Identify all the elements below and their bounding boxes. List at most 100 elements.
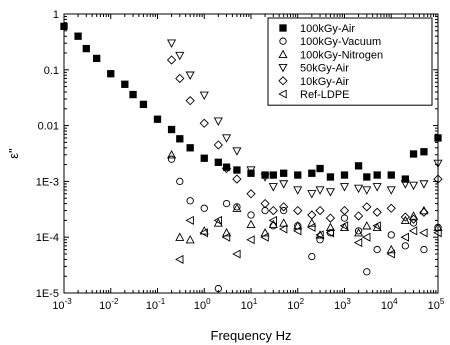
data-point-series-5: [419, 207, 429, 217]
data-point-series-6: [325, 228, 335, 238]
x-tick-label: 101: [241, 297, 258, 312]
data-point-series-6: [315, 230, 324, 240]
data-point-series-5: [307, 210, 317, 220]
data-point-series-2: [354, 227, 363, 235]
data-point-series-1: [294, 171, 302, 179]
data-point-series-6: [353, 238, 363, 248]
data-point-series-2: [340, 214, 349, 222]
legend-marker-6: [278, 89, 287, 99]
y-tick-label: 0.01: [38, 121, 59, 133]
data-point-series-3: [315, 230, 325, 239]
data-point-series-5: [362, 202, 372, 212]
data-point-series-4: [279, 180, 289, 189]
legend-marker-3: [278, 49, 288, 59]
data-point-series-2: [176, 177, 184, 186]
x-tick-label: 102: [287, 297, 304, 312]
data-point-series-2: [167, 155, 176, 163]
data-point-series-5: [221, 163, 232, 174]
data-point-series-4: [232, 147, 242, 156]
data-point-series-3: [279, 218, 289, 227]
y-tick-label: 1E-5: [36, 288, 59, 300]
data-point-series-1: [167, 125, 176, 134]
data-point-series-2: [401, 242, 409, 250]
data-point-series-1: [233, 166, 241, 174]
data-point-series-3: [185, 235, 195, 244]
data-point-series-6: [268, 215, 277, 225]
data-point-series-3: [386, 244, 396, 254]
x-tick-label: 105: [428, 297, 445, 312]
data-point-series-5: [408, 214, 419, 224]
data-point-series-4: [386, 186, 396, 195]
data-point-series-5: [400, 212, 410, 222]
data-point-series-4: [213, 117, 223, 126]
legend-label: 10kGy-Air: [300, 76, 349, 88]
data-point-series-4: [339, 183, 350, 192]
data-point-series-2: [409, 219, 418, 227]
legend-marker-4: [278, 63, 288, 73]
data-point-series-1: [129, 90, 137, 99]
data-point-series-4: [293, 186, 303, 195]
data-point-series-2: [373, 245, 381, 254]
data-point-series-2: [316, 236, 324, 244]
data-point-series-5: [246, 189, 256, 199]
data-point-series-6: [221, 232, 231, 242]
data-point-series-4: [419, 180, 429, 189]
data-point-series-2: [363, 268, 371, 276]
data-point-series-4: [325, 188, 335, 197]
x-tick-label: 103: [334, 297, 351, 312]
data-point-series-6: [293, 226, 302, 236]
data-point-series-1: [401, 175, 409, 183]
data-point-series-1: [186, 144, 194, 152]
data-point-series-2: [247, 211, 255, 219]
data-point-series-1: [214, 158, 222, 166]
data-point-series-6: [362, 232, 371, 242]
data-point-series-3: [260, 228, 270, 237]
data-point-series-3: [246, 219, 256, 228]
data-point-series-5: [339, 205, 350, 216]
data-point-series-6: [232, 249, 241, 259]
data-point-series-5: [166, 55, 177, 65]
data-point-series-2: [186, 197, 194, 205]
data-point-series-3: [232, 203, 242, 212]
data-point-series-2: [214, 284, 222, 293]
data-point-series-4: [175, 51, 185, 61]
data-point-series-1: [308, 169, 316, 177]
data-point-series-1: [387, 171, 395, 179]
data-point-series-1: [153, 115, 162, 123]
data-point-series-1: [280, 169, 288, 177]
data-point-series-4: [199, 91, 209, 100]
plot-frame: [63, 13, 439, 294]
data-point-series-1: [74, 32, 82, 40]
data-point-series-6: [185, 215, 194, 225]
data-point-series-3: [268, 219, 278, 228]
data-point-series-4: [260, 173, 270, 182]
data-point-series-6: [419, 228, 428, 238]
data-point-series-5: [293, 205, 303, 216]
data-point-series-1: [373, 171, 381, 179]
data-point-series-1: [139, 100, 148, 109]
data-point-series-5: [279, 202, 289, 212]
data-point-series-3: [354, 228, 364, 237]
data-point-series-6: [213, 215, 222, 225]
data-point-series-1: [93, 54, 101, 63]
data-point-series-6: [386, 249, 395, 259]
data-point-series-3: [400, 215, 410, 225]
data-point-series-4: [268, 183, 278, 192]
data-point-series-5: [260, 198, 270, 209]
data-point-series-4: [185, 71, 195, 80]
data-point-series-4: [307, 190, 317, 199]
data-point-series-1: [176, 135, 184, 143]
legend-label: 100kGy-Nitrogen: [300, 49, 383, 61]
data-point-series-1: [354, 162, 363, 170]
data-point-series-1: [316, 164, 324, 173]
legend-box: [267, 17, 433, 106]
data-point-series-4: [167, 39, 177, 48]
y-tick-label: 1E-3: [36, 176, 59, 188]
y-axis-title: ε": [6, 148, 21, 159]
data-point-series-2: [280, 206, 288, 215]
x-axis-title: Frequency Hz: [211, 328, 292, 343]
data-point-series-2: [420, 245, 428, 254]
data-point-series-4: [408, 181, 419, 191]
data-point-series-6: [339, 221, 349, 231]
data-point-series-6: [408, 226, 418, 236]
